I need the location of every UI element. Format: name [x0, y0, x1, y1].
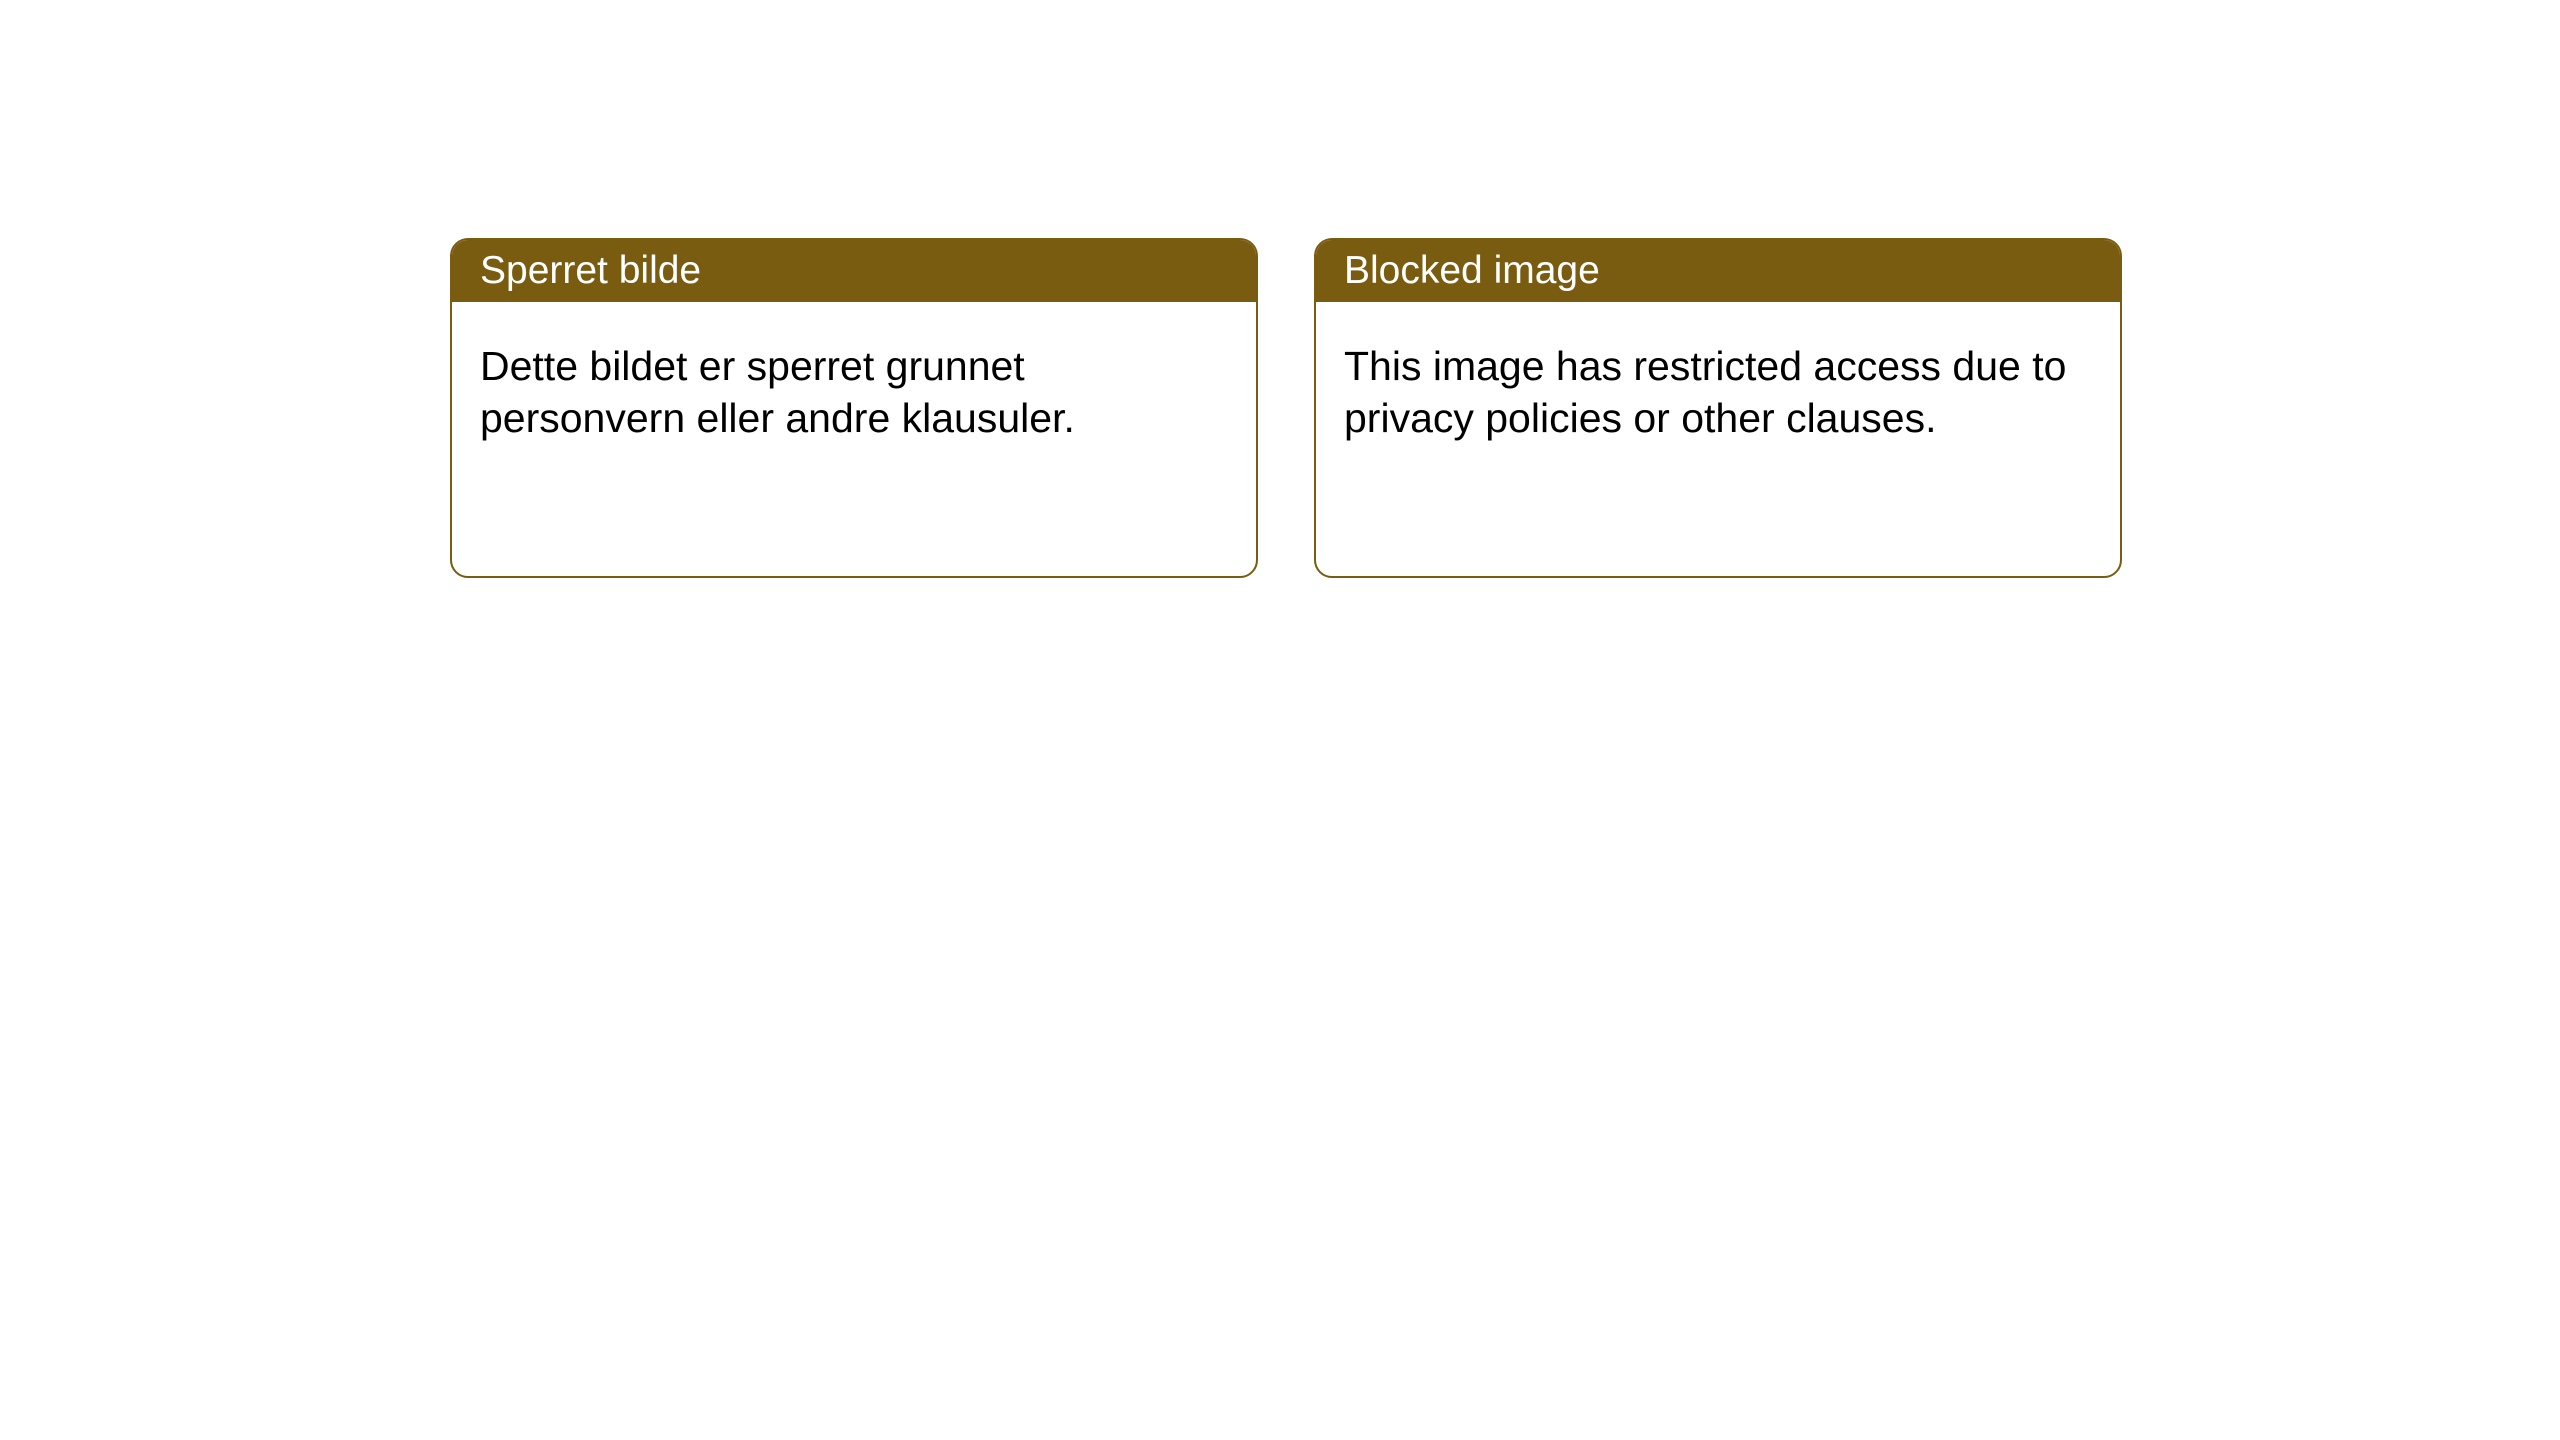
- card-title: Blocked image: [1344, 249, 1600, 293]
- card-body: This image has restricted access due to …: [1316, 302, 2120, 483]
- blocked-image-card-norwegian: Sperret bilde Dette bildet er sperret gr…: [450, 238, 1258, 578]
- blocked-image-card-english: Blocked image This image has restricted …: [1314, 238, 2122, 578]
- card-body-text: Dette bildet er sperret grunnet personve…: [480, 343, 1075, 441]
- card-title: Sperret bilde: [480, 249, 701, 293]
- card-container: Sperret bilde Dette bildet er sperret gr…: [0, 0, 2560, 578]
- card-header: Sperret bilde: [452, 240, 1256, 302]
- card-header: Blocked image: [1316, 240, 2120, 302]
- card-body: Dette bildet er sperret grunnet personve…: [452, 302, 1256, 483]
- card-body-text: This image has restricted access due to …: [1344, 343, 2066, 441]
